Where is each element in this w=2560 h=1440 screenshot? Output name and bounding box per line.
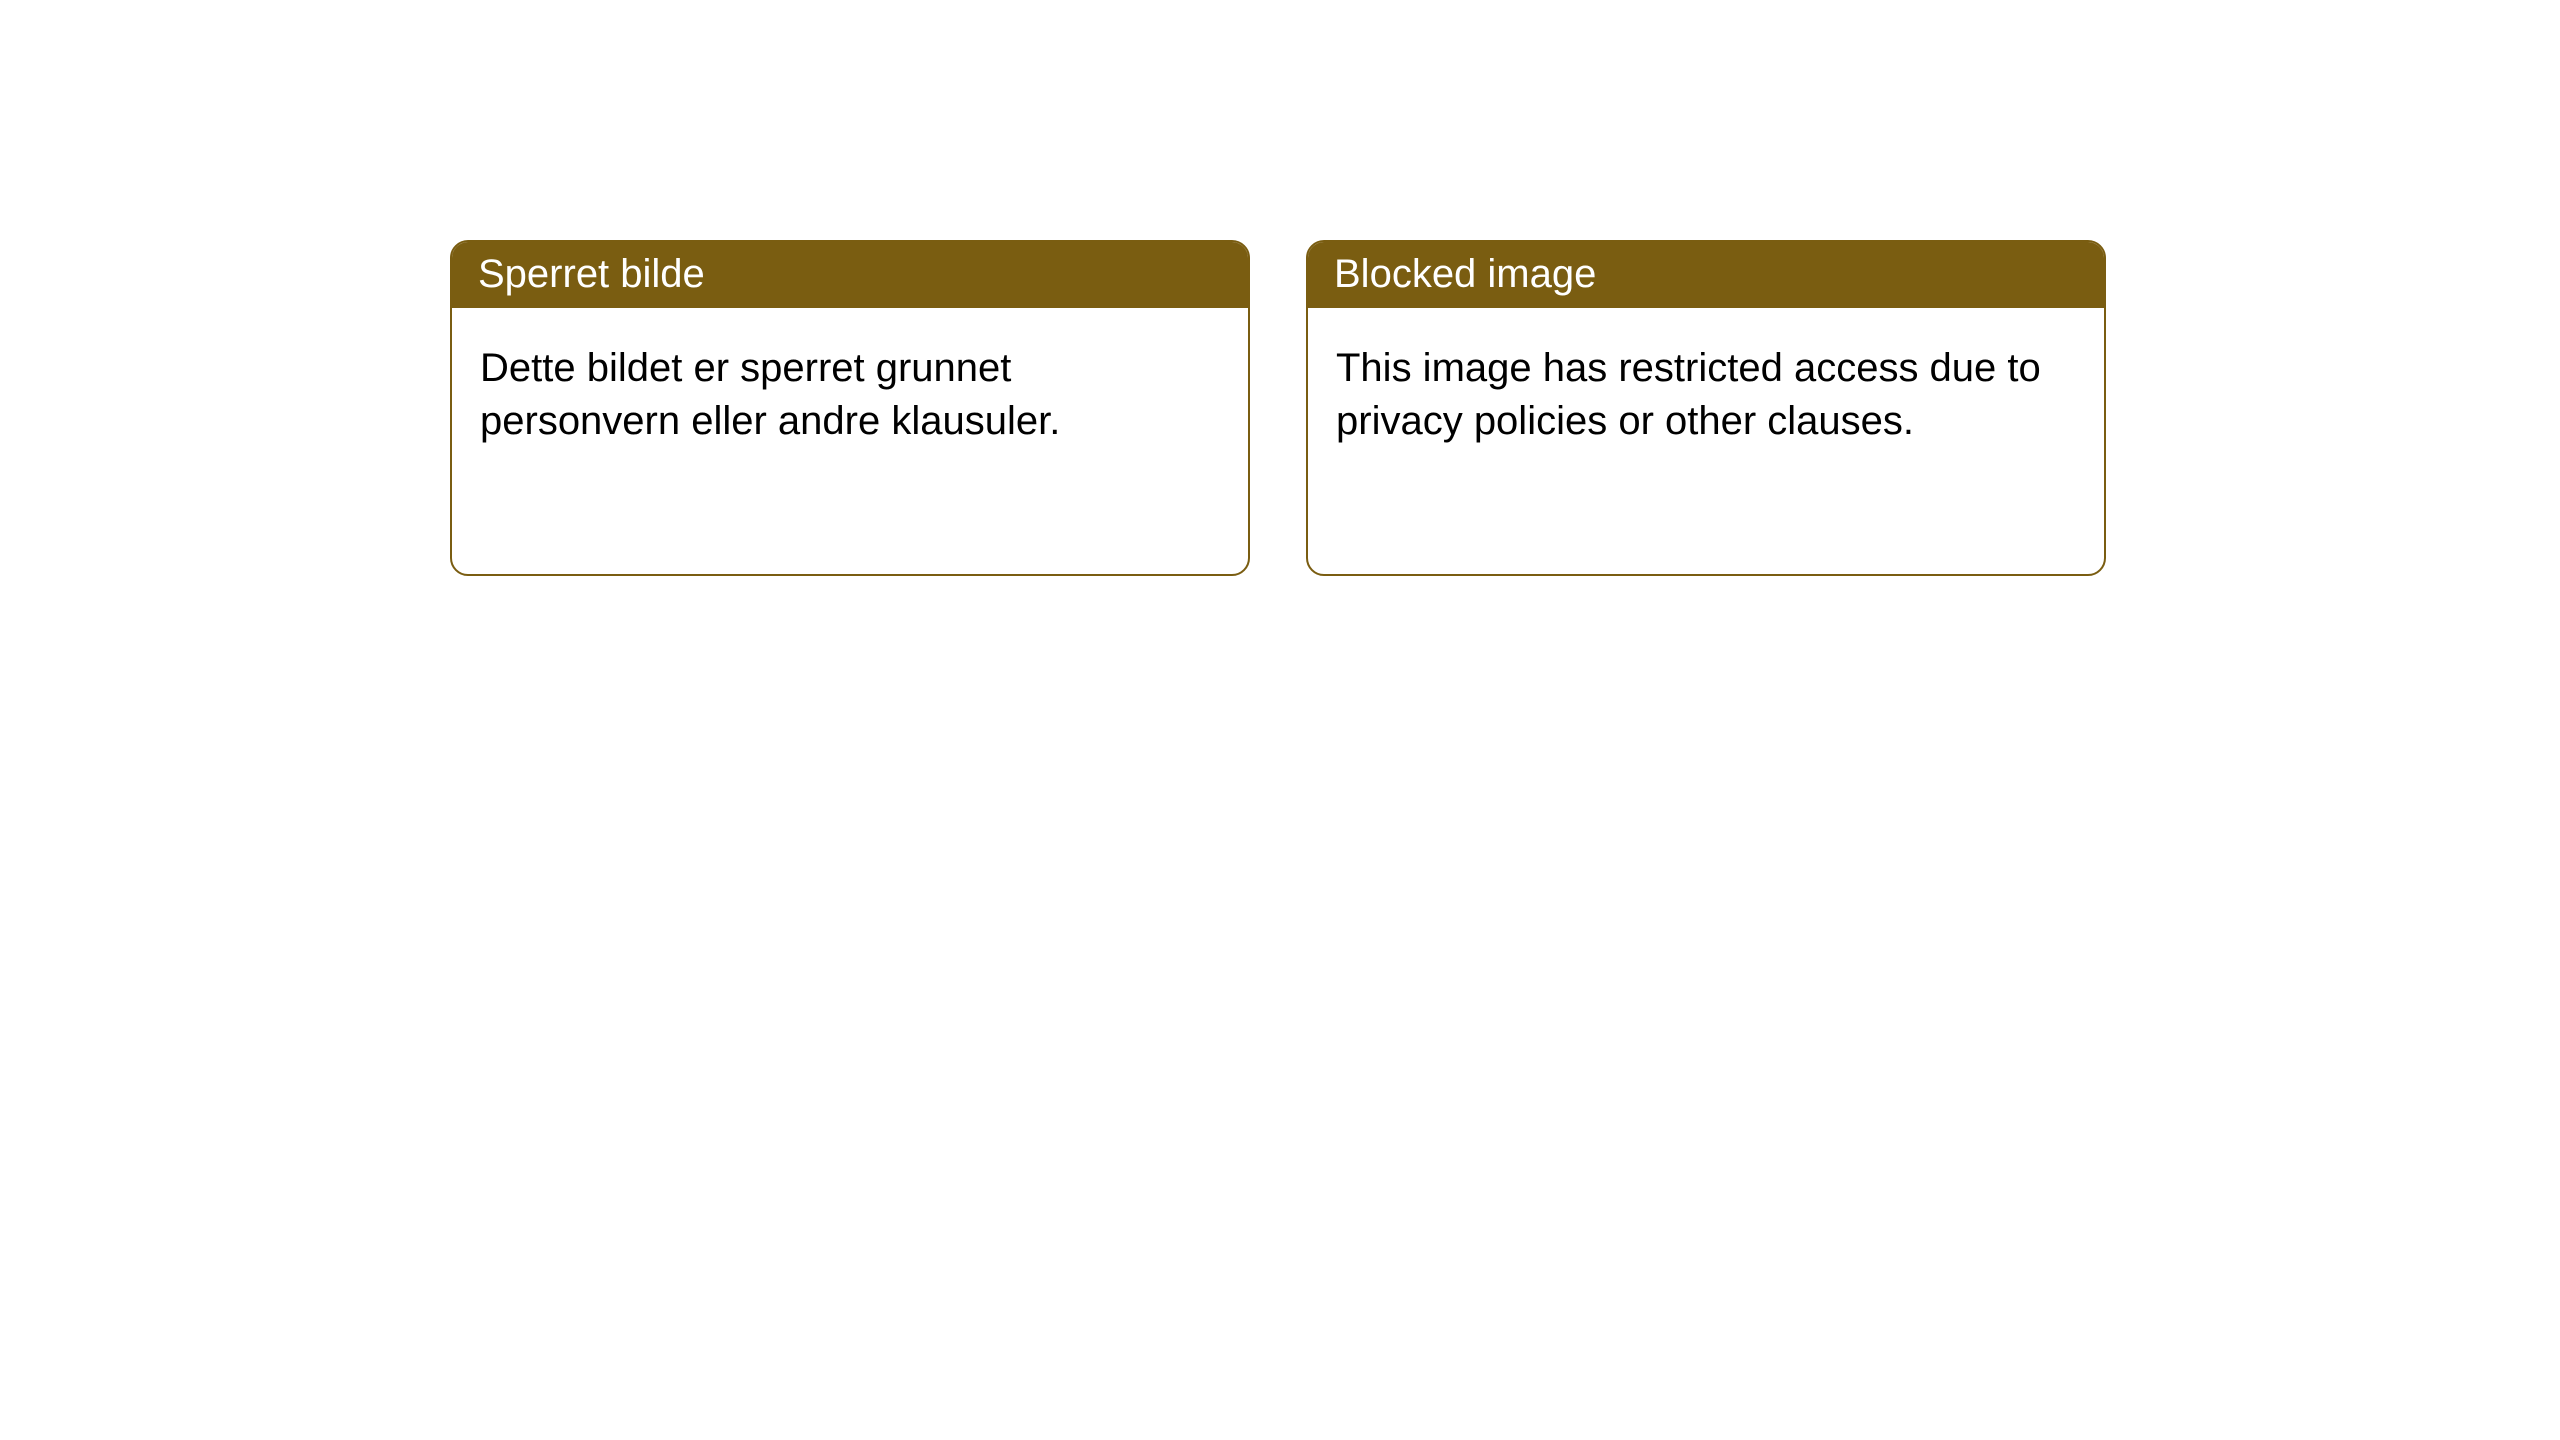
card-body-norwegian: Dette bildet er sperret grunnet personve… [452, 308, 1248, 482]
card-header-english: Blocked image [1308, 242, 2104, 308]
blocked-image-card-norwegian: Sperret bilde Dette bildet er sperret gr… [450, 240, 1250, 576]
card-header-norwegian: Sperret bilde [452, 242, 1248, 308]
blocked-image-card-english: Blocked image This image has restricted … [1306, 240, 2106, 576]
card-body-english: This image has restricted access due to … [1308, 308, 2104, 482]
notice-container: Sperret bilde Dette bildet er sperret gr… [0, 0, 2560, 576]
